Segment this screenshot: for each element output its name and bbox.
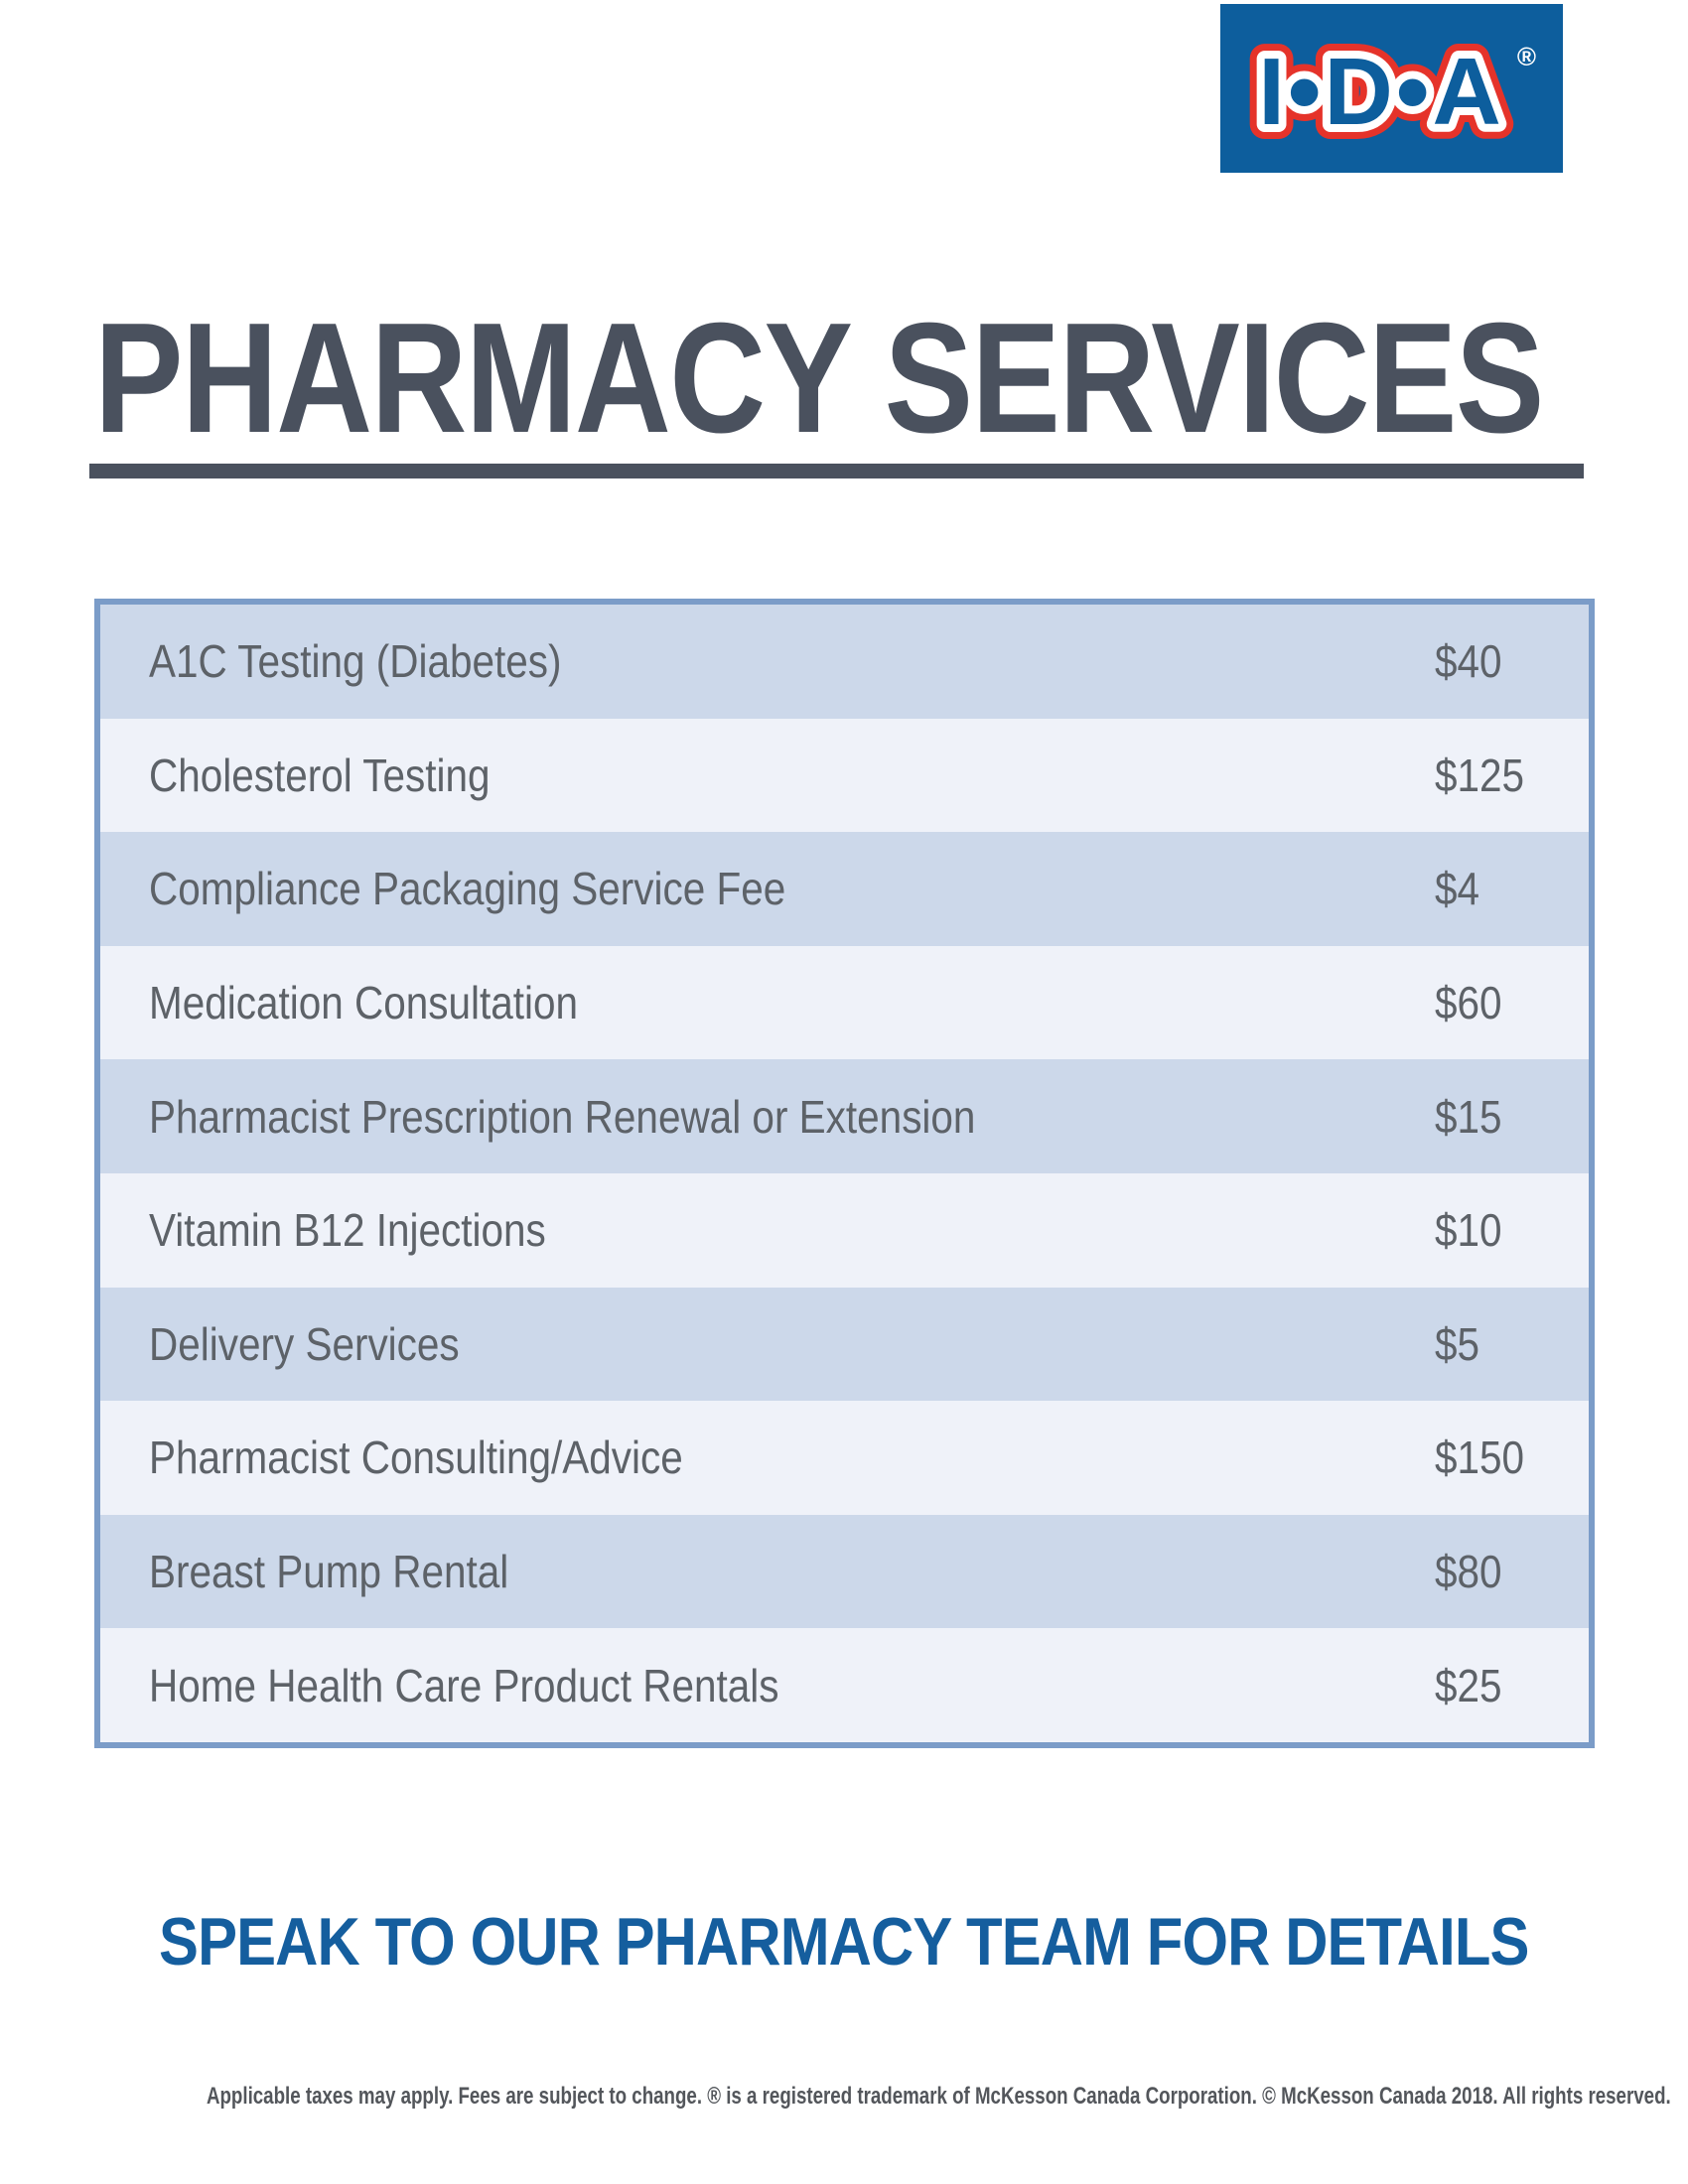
service-price: $10	[1435, 1204, 1502, 1257]
pricing-table: A1C Testing (Diabetes) $40 Cholesterol T…	[94, 599, 1595, 1748]
service-name: Pharmacist Prescription Renewal or Exten…	[149, 1090, 976, 1143]
service-name: Breast Pump Rental	[149, 1546, 509, 1598]
table-row: Pharmacist Consulting/Advice $150	[100, 1401, 1589, 1515]
table-row: A1C Testing (Diabetes) $40	[100, 605, 1589, 719]
table-row: Cholesterol Testing $125	[100, 718, 1589, 833]
ida-logo: I•D•A I•D•A I•D•A ®	[1220, 4, 1563, 173]
service-name: Delivery Services	[149, 1317, 460, 1370]
service-price: $60	[1435, 977, 1502, 1029]
service-name: Pharmacist Consulting/Advice	[149, 1432, 683, 1484]
service-price: $150	[1435, 1432, 1525, 1484]
service-name: A1C Testing (Diabetes)	[149, 635, 562, 688]
service-price: $5	[1435, 1317, 1480, 1370]
cta-text: SPEAK TO OUR PHARMACY TEAM FOR DETAILS	[159, 1904, 1529, 1979]
service-name: Vitamin B12 Injections	[149, 1204, 546, 1257]
table-row: Home Health Care Product Rentals $25	[100, 1628, 1589, 1742]
svg-text:I•D•A: I•D•A	[1258, 39, 1504, 145]
table-row: Breast Pump Rental $80	[100, 1514, 1589, 1629]
page-title: PHARMACY SERVICES	[94, 291, 1544, 466]
svg-text:I•D•A: I•D•A	[1258, 39, 1504, 145]
svg-text:®: ®	[1517, 42, 1539, 71]
legal-fine-print: Applicable taxes may apply. Fees are sub…	[0, 2083, 1688, 2110]
ida-logo-icon: I•D•A I•D•A I•D•A ®	[1243, 24, 1539, 160]
service-name: Compliance Packaging Service Fee	[149, 863, 786, 915]
service-price: $15	[1435, 1090, 1502, 1143]
cta-banner: SPEAK TO OUR PHARMACY TEAM FOR DETAILS	[0, 1908, 1688, 1976]
table-row: Delivery Services $5	[100, 1287, 1589, 1402]
table-row: Medication Consultation $60	[100, 945, 1589, 1060]
legal-text: Applicable taxes may apply. Fees are sub…	[206, 2083, 1671, 2110]
table-row: Vitamin B12 Injections $10	[100, 1172, 1589, 1288]
service-price: $80	[1435, 1546, 1502, 1598]
table-row: Compliance Packaging Service Fee $4	[100, 832, 1589, 946]
service-price: $4	[1435, 863, 1480, 915]
service-price: $25	[1435, 1659, 1502, 1711]
svg-text:I•D•A: I•D•A	[1258, 39, 1504, 145]
service-name: Cholesterol Testing	[149, 749, 491, 801]
service-price: $40	[1435, 635, 1502, 688]
service-name: Home Health Care Product Rentals	[149, 1659, 779, 1711]
table-row: Pharmacist Prescription Renewal or Exten…	[100, 1059, 1589, 1173]
title-underline	[89, 464, 1584, 478]
service-price: $125	[1435, 749, 1525, 801]
service-name: Medication Consultation	[149, 977, 579, 1029]
